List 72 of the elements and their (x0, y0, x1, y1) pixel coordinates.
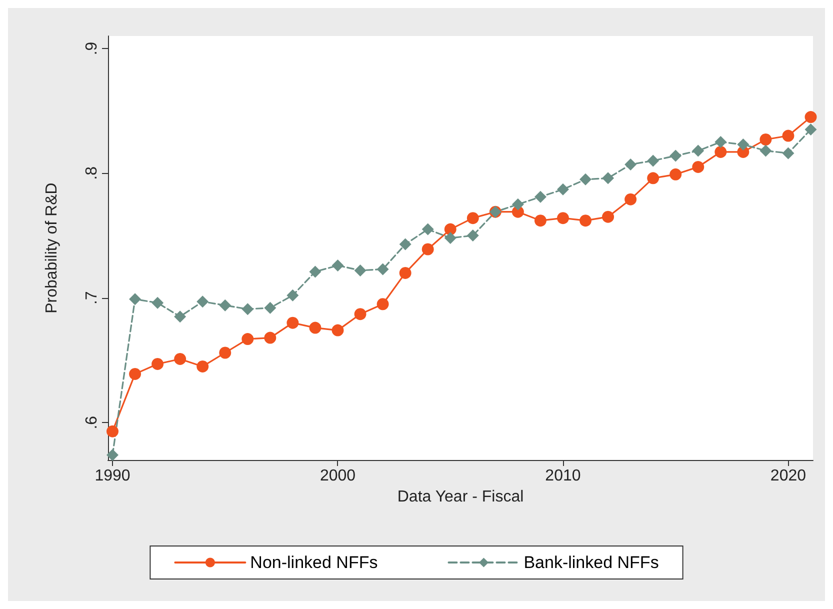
x-tick-label: 2020 (770, 468, 806, 484)
point (196, 296, 209, 308)
point (466, 230, 479, 242)
point (174, 352, 186, 365)
point (692, 144, 704, 157)
point (714, 146, 727, 158)
y-axis-title: Probability of R&D (44, 182, 60, 314)
point (804, 124, 817, 136)
point (399, 238, 412, 250)
point (309, 322, 322, 334)
point (760, 144, 772, 157)
point (556, 183, 569, 196)
point (602, 172, 614, 184)
point (714, 136, 727, 148)
x-tick-label: 2000 (320, 468, 356, 484)
y-tick-label: .8 (84, 166, 100, 180)
legend-label: Non-linked NFFs (250, 553, 378, 572)
point (106, 425, 119, 438)
point (242, 333, 254, 346)
point (264, 332, 276, 344)
y-tick-label: .9 (84, 42, 100, 56)
x-tick-label: 1990 (94, 468, 130, 484)
point (624, 158, 637, 170)
point (106, 449, 119, 462)
point (399, 266, 412, 279)
point (129, 293, 142, 306)
point (556, 212, 569, 224)
point (286, 316, 299, 329)
point (534, 190, 546, 203)
point (376, 298, 389, 310)
point (580, 214, 592, 227)
point (670, 168, 682, 180)
point (602, 210, 614, 223)
point (804, 111, 817, 124)
point (129, 368, 142, 380)
point (444, 232, 456, 244)
point (422, 223, 434, 236)
point (242, 303, 254, 316)
point (332, 259, 344, 272)
point (309, 266, 322, 278)
point (376, 263, 389, 276)
point (152, 296, 164, 309)
point (534, 214, 546, 227)
y-tick-label: .7 (84, 291, 100, 305)
y-tick-label: .6 (84, 416, 100, 430)
point (152, 358, 164, 370)
point (466, 212, 479, 224)
point (196, 360, 209, 372)
x-tick-label: 2010 (545, 468, 581, 484)
point (174, 310, 186, 323)
point (782, 130, 794, 142)
point (782, 147, 794, 160)
point (264, 302, 276, 314)
point (737, 138, 750, 150)
point (692, 160, 704, 173)
point (647, 154, 660, 167)
point (512, 198, 524, 210)
point (647, 172, 660, 184)
legend-label: Bank-linked NFFs (524, 553, 659, 572)
point (760, 134, 772, 146)
point (422, 243, 434, 256)
x-axis-title: Data Year - Fiscal (397, 488, 524, 506)
point (332, 324, 344, 336)
point (219, 299, 232, 312)
point (219, 346, 232, 359)
point (624, 193, 637, 206)
point (354, 264, 366, 276)
point (286, 289, 299, 302)
point (444, 223, 456, 236)
point (580, 173, 592, 186)
point (354, 308, 366, 320)
point (670, 150, 682, 162)
